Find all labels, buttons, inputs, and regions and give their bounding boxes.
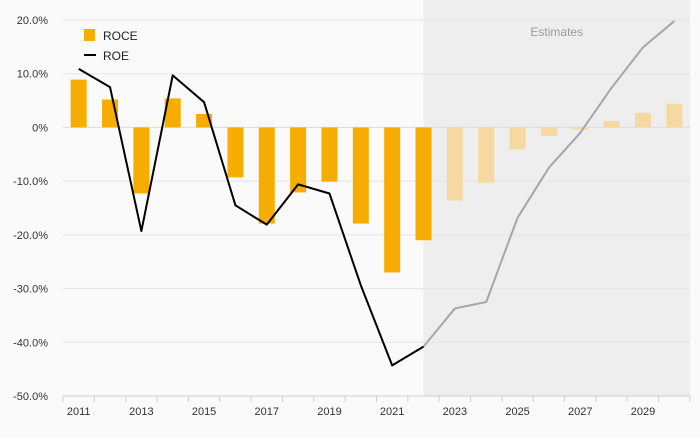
roce-bar <box>352 127 369 224</box>
x-tick-label: 2013 <box>129 406 153 418</box>
roce-bar <box>290 127 307 193</box>
roe-line-actual <box>78 68 425 367</box>
roce-bar <box>666 103 683 128</box>
x-tick-label: 2019 <box>317 406 341 418</box>
y-tick-label: -30.0% <box>13 284 48 296</box>
roce-bar <box>70 79 87 128</box>
estimates-band <box>423 0 690 396</box>
legend-roce-label: ROCE <box>103 29 138 43</box>
roce-bars <box>70 79 683 273</box>
x-tick-label: 2023 <box>443 406 467 418</box>
roce-bar <box>227 127 244 178</box>
legend-roce-swatch <box>84 29 95 41</box>
roce-bar <box>446 127 463 201</box>
legend: ROCE ROE <box>84 29 138 63</box>
roce-bar <box>384 127 401 273</box>
roce-bar <box>572 127 589 130</box>
y-tick-label: -40.0% <box>13 337 48 349</box>
roe-line <box>78 20 675 367</box>
roce-bar <box>634 112 651 128</box>
x-tick-label: 2021 <box>380 406 404 418</box>
y-tick-label: -50.0% <box>13 391 48 403</box>
roce-bar <box>164 98 181 128</box>
x-tick-label: 2015 <box>192 406 216 418</box>
roce-bar <box>540 127 557 137</box>
roce-bar <box>478 127 495 183</box>
y-tick-label: 10.0% <box>17 69 48 81</box>
roce-bar <box>603 120 620 128</box>
roce-bar <box>321 127 338 182</box>
roce-bar <box>415 127 432 241</box>
estimates-label: Estimates <box>530 25 583 39</box>
x-tick-label: 2029 <box>631 406 655 418</box>
legend-roe-label: ROE <box>103 49 129 63</box>
roce-bar <box>258 127 275 224</box>
x-tick-label: 2017 <box>255 406 279 418</box>
roe-line-estimate <box>422 20 675 348</box>
x-tick-label: 2027 <box>568 406 592 418</box>
x-tick-label: 2011 <box>67 406 91 418</box>
roce-bar <box>509 127 526 150</box>
x-tick-label: 2025 <box>505 406 529 418</box>
y-tick-label: 20.0% <box>17 15 48 27</box>
y-tick-label: 0% <box>32 122 48 134</box>
axes: 20.0% 10.0% 0% -10.0% -20.0% -30.0% -40.0% -50.… <box>13 15 691 418</box>
y-tick-label: -20.0% <box>13 230 48 242</box>
roce-bar <box>133 127 150 194</box>
y-tick-label: -10.0% <box>13 176 48 188</box>
